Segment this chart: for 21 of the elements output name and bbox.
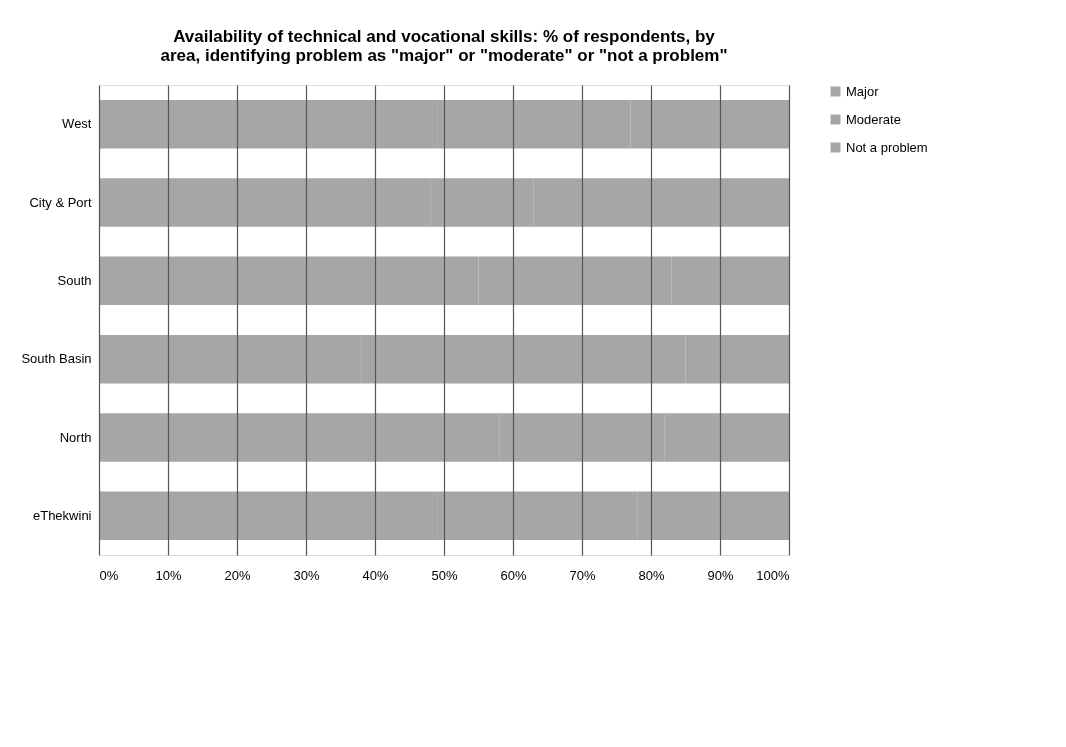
x-tick-label: 50%	[431, 567, 458, 583]
y-tick-label: North	[59, 429, 92, 445]
x-tick-label: 20%	[224, 567, 251, 583]
x-tick-label: 0%	[99, 567, 119, 583]
x-tick-label: 90%	[707, 567, 734, 583]
x-tick-label: 10%	[155, 567, 182, 583]
chart-title: Availability of technical and vocational skills: % of respondents, by area, identifying problem as "major" or "moderate" or "not a problem"	[160, 27, 728, 65]
y-tick-label: eThekwini	[32, 507, 92, 523]
x-tick-label: 40%	[362, 567, 389, 583]
x-tick-label: 60%	[500, 567, 527, 583]
legend-label: Not a problem	[846, 139, 928, 155]
legend-label: Moderate	[846, 111, 901, 127]
legend-label: Major	[846, 83, 880, 99]
x-tick-label: 100%	[756, 567, 790, 583]
y-tick-label: West	[62, 116, 92, 132]
y-tick-label: South	[57, 272, 92, 288]
x-tick-label: 70%	[569, 567, 596, 583]
x-tick-label: 80%	[638, 567, 665, 583]
y-tick-label: South Basin	[21, 351, 92, 367]
x-tick-label: 30%	[293, 567, 320, 583]
y-tick-label: City & Port	[29, 194, 92, 210]
